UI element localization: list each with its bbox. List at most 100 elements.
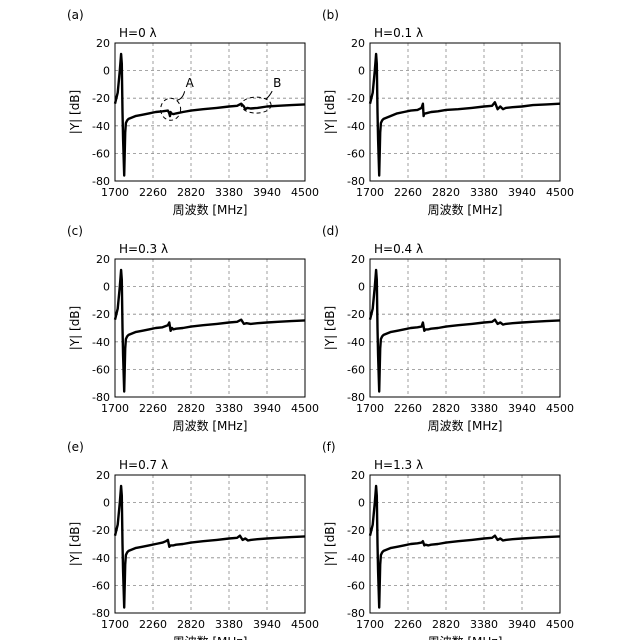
- y-tick-label: 0: [358, 497, 365, 510]
- y-tick-label: 0: [103, 281, 110, 294]
- chart-panel-2: 170022602820338039404500200-20-40-60-80周…: [67, 224, 319, 433]
- x-tick-label: 4500: [546, 186, 574, 199]
- y-tick-label: -40: [92, 336, 110, 349]
- y-axis-label: |Y| [dB]: [323, 522, 337, 566]
- y-tick-label: -60: [347, 579, 365, 592]
- y-tick-label: -20: [92, 308, 110, 321]
- panel-label: (e): [67, 440, 84, 454]
- y-tick-label: 0: [103, 65, 110, 78]
- x-tick-label: 2260: [139, 618, 167, 631]
- x-axis-label: 周波数 [MHz]: [173, 418, 248, 433]
- x-tick-label: 3940: [253, 402, 281, 415]
- chart-panel-5: 170022602820338039404500200-20-40-60-80周…: [322, 440, 574, 640]
- y-tick-label: -40: [347, 120, 365, 133]
- y-tick-label: -20: [347, 524, 365, 537]
- chart-panel-0: 170022602820338039404500200-20-40-60-80周…: [67, 8, 319, 217]
- y-tick-label: -20: [347, 92, 365, 105]
- y-axis-label: |Y| [dB]: [68, 522, 82, 566]
- plot-frame: [370, 259, 560, 397]
- x-tick-label: 3940: [253, 186, 281, 199]
- panel-label: (f): [322, 440, 336, 454]
- x-axis-label: 周波数 [MHz]: [428, 202, 503, 217]
- y-tick-label: -40: [347, 336, 365, 349]
- x-tick-label: 4500: [291, 618, 319, 631]
- x-tick-label: 2820: [432, 402, 460, 415]
- panel-title: H=1.3 λ: [374, 458, 423, 472]
- x-tick-label: 2820: [177, 618, 205, 631]
- y-tick-label: -80: [92, 607, 110, 620]
- panel-label: (c): [67, 224, 83, 238]
- x-tick-label: 3380: [470, 186, 498, 199]
- chart-panel-4: 170022602820338039404500200-20-40-60-80周…: [67, 440, 319, 640]
- x-tick-label: 4500: [546, 402, 574, 415]
- x-tick-label: 2260: [394, 618, 422, 631]
- x-tick-label: 3380: [470, 402, 498, 415]
- y-tick-label: -80: [347, 175, 365, 188]
- panel-title: H=0 λ: [119, 26, 157, 40]
- y-tick-label: 20: [351, 37, 365, 50]
- x-tick-label: 3380: [215, 186, 243, 199]
- x-tick-label: 3940: [508, 618, 536, 631]
- y-tick-label: -60: [92, 363, 110, 376]
- x-tick-label: 2820: [177, 186, 205, 199]
- x-tick-label: 2260: [394, 186, 422, 199]
- panel-title: H=0.1 λ: [374, 26, 423, 40]
- series-line: [370, 486, 560, 608]
- y-tick-label: -60: [347, 363, 365, 376]
- annotation-label: A: [186, 76, 195, 90]
- x-tick-label: 4500: [291, 186, 319, 199]
- x-axis-label: 周波数 [MHz]: [428, 634, 503, 640]
- plot-frame: [115, 259, 305, 397]
- panel-title: H=0.7 λ: [119, 458, 168, 472]
- x-tick-label: 2260: [394, 402, 422, 415]
- annotation-label: B: [273, 76, 281, 90]
- panel-label: (a): [67, 8, 84, 22]
- y-axis-label: |Y| [dB]: [68, 90, 82, 134]
- panel-label: (b): [322, 8, 339, 22]
- x-tick-label: 3940: [253, 618, 281, 631]
- y-tick-label: -80: [347, 607, 365, 620]
- y-tick-label: -20: [92, 92, 110, 105]
- y-tick-label: -40: [92, 120, 110, 133]
- x-tick-label: 3940: [508, 402, 536, 415]
- series-line: [115, 486, 305, 608]
- y-tick-label: 20: [96, 253, 110, 266]
- chart-panel-3: 170022602820338039404500200-20-40-60-80周…: [322, 224, 574, 433]
- x-tick-label: 2820: [432, 186, 460, 199]
- x-tick-label: 2260: [139, 402, 167, 415]
- panel-title: H=0.4 λ: [374, 242, 423, 256]
- x-axis-label: 周波数 [MHz]: [173, 202, 248, 217]
- x-tick-label: 3940: [508, 186, 536, 199]
- y-tick-label: -60: [92, 147, 110, 160]
- annotation-leader: [177, 91, 185, 100]
- y-tick-label: 20: [96, 469, 110, 482]
- plot-frame: [115, 475, 305, 613]
- y-tick-label: -20: [347, 308, 365, 321]
- y-tick-label: -60: [347, 147, 365, 160]
- x-axis-label: 周波数 [MHz]: [428, 418, 503, 433]
- y-tick-label: 0: [103, 497, 110, 510]
- x-tick-label: 3380: [470, 618, 498, 631]
- y-tick-label: 0: [358, 65, 365, 78]
- y-axis-label: |Y| [dB]: [68, 306, 82, 350]
- y-tick-label: -20: [92, 524, 110, 537]
- y-tick-label: -80: [92, 391, 110, 404]
- x-tick-label: 4500: [291, 402, 319, 415]
- x-tick-label: 4500: [546, 618, 574, 631]
- x-tick-label: 2260: [139, 186, 167, 199]
- y-tick-label: -60: [92, 579, 110, 592]
- y-tick-label: 20: [96, 37, 110, 50]
- series-line: [115, 54, 305, 176]
- y-tick-label: 20: [351, 469, 365, 482]
- y-tick-label: -40: [92, 552, 110, 565]
- panel-title: H=0.3 λ: [119, 242, 168, 256]
- y-axis-label: |Y| [dB]: [323, 306, 337, 350]
- plot-frame: [370, 475, 560, 613]
- y-tick-label: -80: [92, 175, 110, 188]
- series-line: [115, 270, 305, 392]
- x-tick-label: 2820: [177, 402, 205, 415]
- y-tick-label: -80: [347, 391, 365, 404]
- y-tick-label: 0: [358, 281, 365, 294]
- y-tick-label: 20: [351, 253, 365, 266]
